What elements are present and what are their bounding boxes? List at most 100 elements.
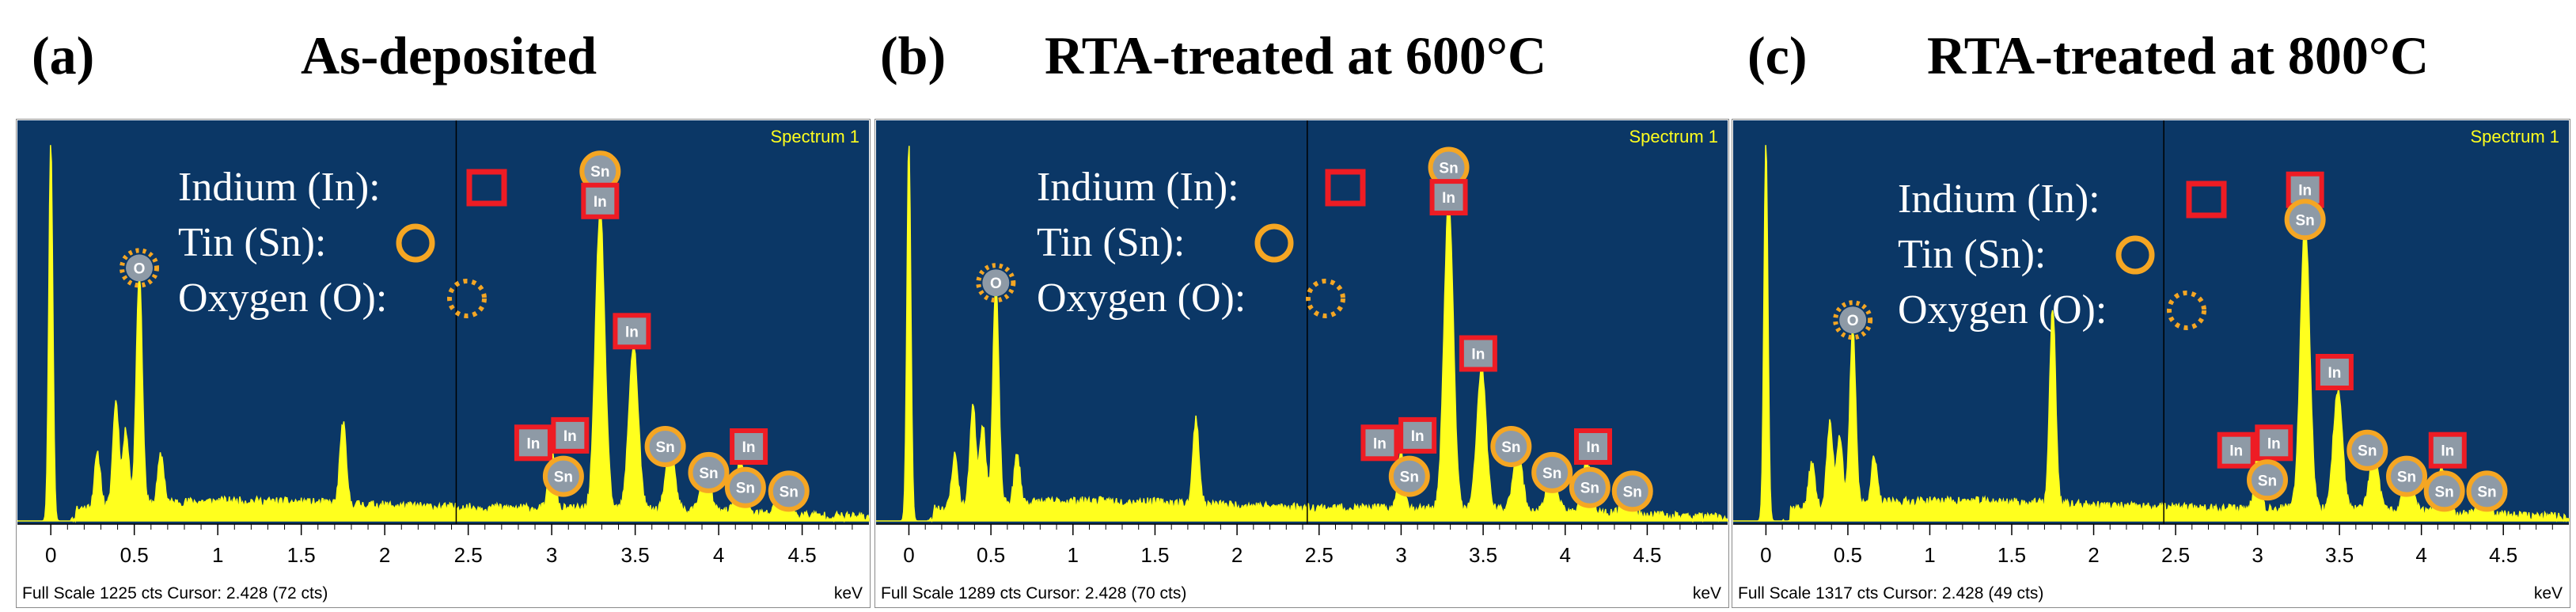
- peak-marker-label: Sn: [655, 439, 674, 456]
- peak-marker-label: In: [1373, 435, 1387, 452]
- x-tick-label: 1: [1068, 543, 1079, 567]
- peak-marker-label: Sn: [736, 481, 755, 497]
- peak-marker-label: Sn: [1400, 469, 1419, 486]
- panel-b-label: (b): [880, 25, 947, 86]
- peak-marker-in: In: [514, 424, 552, 462]
- footer-status: Full Scale 1225 cts Cursor: 2.428 (72 ct…: [22, 584, 328, 602]
- peak-marker-sn: Sn: [2284, 199, 2326, 241]
- peak-marker-in: In: [2217, 431, 2255, 469]
- peak-marker-in: In: [1459, 335, 1497, 372]
- panel-a-heading: (a) As-deposited: [0, 0, 855, 115]
- legend-label: Oxygen (O):: [1898, 287, 2107, 333]
- legend-indium-square-icon: [466, 169, 507, 207]
- x-tick-label: 2: [2088, 543, 2099, 567]
- peak-marker-label: O: [990, 276, 1002, 292]
- peak-marker-label: In: [526, 435, 540, 452]
- peak-marker-sn: Sn: [2247, 459, 2289, 501]
- x-tick-label: 3: [1395, 543, 1406, 567]
- peak-marker-in: In: [1429, 179, 1468, 216]
- x-tick-label: 1.5: [1997, 543, 2026, 567]
- peak-marker-in: In: [1398, 416, 1437, 454]
- x-tick-label: 3: [546, 543, 557, 567]
- legend-label: Indium (In):: [1898, 177, 2100, 222]
- peak-marker-in: In: [2286, 171, 2324, 208]
- x-tick-label: 0: [45, 543, 56, 567]
- peak-marker-label: In: [2328, 365, 2341, 382]
- x-tick-label: 2: [379, 543, 390, 567]
- peak-marker-label: Sn: [2258, 473, 2277, 489]
- peak-marker-label: In: [1442, 190, 1455, 207]
- x-tick-label: 1.5: [1140, 543, 1169, 567]
- peak-marker-sn: Sn: [1490, 426, 1532, 467]
- spectrum-label: Spectrum 1: [771, 127, 860, 146]
- peak-marker-label: In: [625, 324, 639, 340]
- peak-marker-sn: Sn: [768, 470, 810, 512]
- peak-marker-in: In: [1360, 424, 1399, 462]
- peak-marker-label: O: [134, 260, 146, 277]
- x-tick-label: 0.5: [120, 543, 149, 567]
- legend-tin-circle-icon: [1254, 223, 1294, 263]
- x-tick-label: 4.5: [788, 543, 817, 567]
- eds-spectrum-chart-c: Spectrum 1 0 0.5 1 1.5 2 2.5 3 3.5 4 4.5 Full Scale…: [1732, 119, 2570, 608]
- panel-b-title: RTA-treated at 600°C: [1045, 25, 1547, 86]
- legend-oxygen-dotted-circle-icon: [1306, 279, 1345, 318]
- peak-marker-sn: Sn: [1388, 455, 1430, 497]
- legend-oxygen-dotted-circle-icon: [2167, 291, 2206, 330]
- legend-label: Tin (Sn):: [178, 220, 326, 265]
- legend-tin-circle-icon: [396, 223, 435, 263]
- spectrum-series: [17, 145, 870, 523]
- panel-a-chart: Spectrum 1 0 0.5 1 1.5 2 2.5 3 3.5 4 4.5 Full Scale…: [16, 119, 871, 608]
- peak-marker-label: Sn: [1580, 481, 1599, 497]
- peak-marker-label: In: [1471, 347, 1485, 363]
- peak-marker-sn: Sn: [2346, 429, 2388, 471]
- x-tick-label: 4.5: [2489, 543, 2517, 567]
- peak-marker-sn: Sn: [1428, 146, 1470, 188]
- peak-marker-sn: Sn: [2386, 455, 2428, 497]
- peak-marker-label: Sn: [1542, 466, 1561, 482]
- x-tick-label: 3: [2252, 543, 2263, 567]
- x-tick-label: 4: [713, 543, 724, 567]
- peak-marker-label: In: [2298, 183, 2312, 200]
- x-tick-label: 3.5: [1469, 543, 1497, 567]
- x-tick-label: 0: [1760, 543, 1771, 567]
- peak-marker-in: In: [2428, 431, 2467, 469]
- panel-b-heading: (b) RTA-treated at 600°C: [863, 0, 1717, 115]
- x-tick-label: 4: [1560, 543, 1571, 567]
- peak-marker-label: In: [1411, 428, 1425, 445]
- peak-marker-label: Sn: [2397, 469, 2416, 486]
- legend-label: Indium (In):: [178, 165, 381, 210]
- legend-indium-square-icon: [1325, 169, 1366, 207]
- x-tick-label: 2.5: [454, 543, 483, 567]
- spectrum-label: Spectrum 1: [2471, 127, 2560, 146]
- peak-marker-sn: Sn: [1611, 470, 1653, 512]
- peak-marker-sn: Sn: [542, 455, 584, 497]
- peak-marker-label: In: [2267, 435, 2281, 452]
- x-tick-label: 2: [1231, 543, 1242, 567]
- peak-marker-in: In: [613, 313, 651, 350]
- footer-status: Full Scale 1289 cts Cursor: 2.428 (70 ct…: [881, 584, 1186, 602]
- peak-marker-in: In: [551, 416, 590, 454]
- x-tick-label: 4.5: [1633, 543, 1661, 567]
- panel-a-label: (a): [32, 25, 95, 86]
- peak-marker-sn: Sn: [2466, 470, 2508, 512]
- peak-marker-label: Sn: [1501, 439, 1520, 456]
- peak-marker-sn: Sn: [724, 466, 766, 508]
- panel-a-title: As-deposited: [301, 25, 598, 86]
- panel-b-chart: Spectrum 1 0 0.5 1 1.5 2 2.5 3 3.5 4 4.5 Full Scale…: [874, 119, 1729, 608]
- peak-marker-o: O: [1833, 300, 1873, 340]
- peak-marker-in: In: [2255, 424, 2293, 462]
- footer-status: Full Scale 1317 cts Cursor: 2.428 (49 ct…: [1738, 584, 2043, 602]
- peak-marker-label: In: [2441, 443, 2454, 460]
- peak-marker-label: Sn: [780, 484, 799, 500]
- x-tick-label: 3.5: [621, 543, 650, 567]
- x-tick-label: 0.5: [977, 543, 1005, 567]
- peak-marker-o: O: [976, 263, 1016, 303]
- legend-label: Tin (Sn):: [1037, 220, 1185, 265]
- panel-c-label: (c): [1747, 25, 1808, 86]
- legend-label: Oxygen (O):: [178, 276, 387, 321]
- peak-marker-label: Sn: [2358, 443, 2377, 460]
- eds-spectrum-chart-a: Spectrum 1 0 0.5 1 1.5 2 2.5 3 3.5 4 4.5 Full Scale…: [16, 119, 871, 608]
- peak-marker-label: Sn: [2295, 212, 2314, 229]
- x-unit-label: keV: [2534, 584, 2563, 602]
- peak-marker-sn: Sn: [688, 451, 730, 493]
